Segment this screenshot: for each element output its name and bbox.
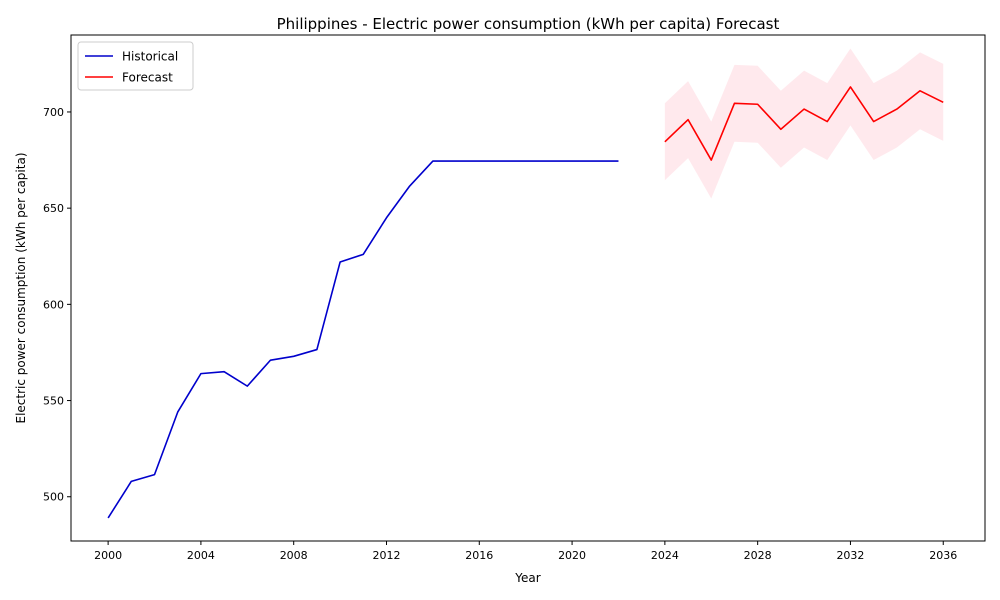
x-tick-label: 2000: [94, 549, 122, 562]
y-axis: 500 550 600 650 700: [43, 106, 71, 504]
legend-label-forecast: Forecast: [122, 71, 173, 85]
series-lines: [107, 86, 944, 519]
x-axis: 2000 2004 2008 2012 2016 2020 2024 2028 2032 2036: [94, 541, 957, 562]
y-tick-label: 600: [43, 298, 64, 311]
x-tick-label: 2036: [929, 549, 957, 562]
x-tick-label: 2028: [744, 549, 772, 562]
x-tick-label: 2008: [280, 549, 308, 562]
series-line-historical: [107, 160, 619, 519]
y-tick-label: 700: [43, 106, 64, 119]
y-axis-label: Electric power consumption (kWh per capi…: [14, 152, 28, 423]
x-tick-label: 2012: [372, 549, 400, 562]
series-line-forecast: [664, 86, 944, 161]
x-tick-label: 2024: [651, 549, 679, 562]
x-tick-label: 2032: [836, 549, 864, 562]
legend: Historical Forecast: [77, 41, 194, 91]
x-axis-label: Year: [514, 571, 540, 585]
x-tick-label: 2016: [465, 549, 493, 562]
x-tick-label: 2004: [187, 549, 215, 562]
legend-label-historical: Historical: [122, 50, 178, 64]
y-tick-label: 650: [43, 202, 64, 215]
x-tick-label: 2020: [558, 549, 586, 562]
forecast-band: [664, 48, 944, 199]
confidence-band-1: [664, 48, 944, 199]
y-tick-label: 500: [43, 491, 64, 504]
chart-title: Philippines - Electric power consumption…: [277, 15, 780, 33]
plot-frame: [70, 34, 986, 542]
legend-box: [77, 41, 194, 91]
y-tick-label: 550: [43, 395, 64, 408]
